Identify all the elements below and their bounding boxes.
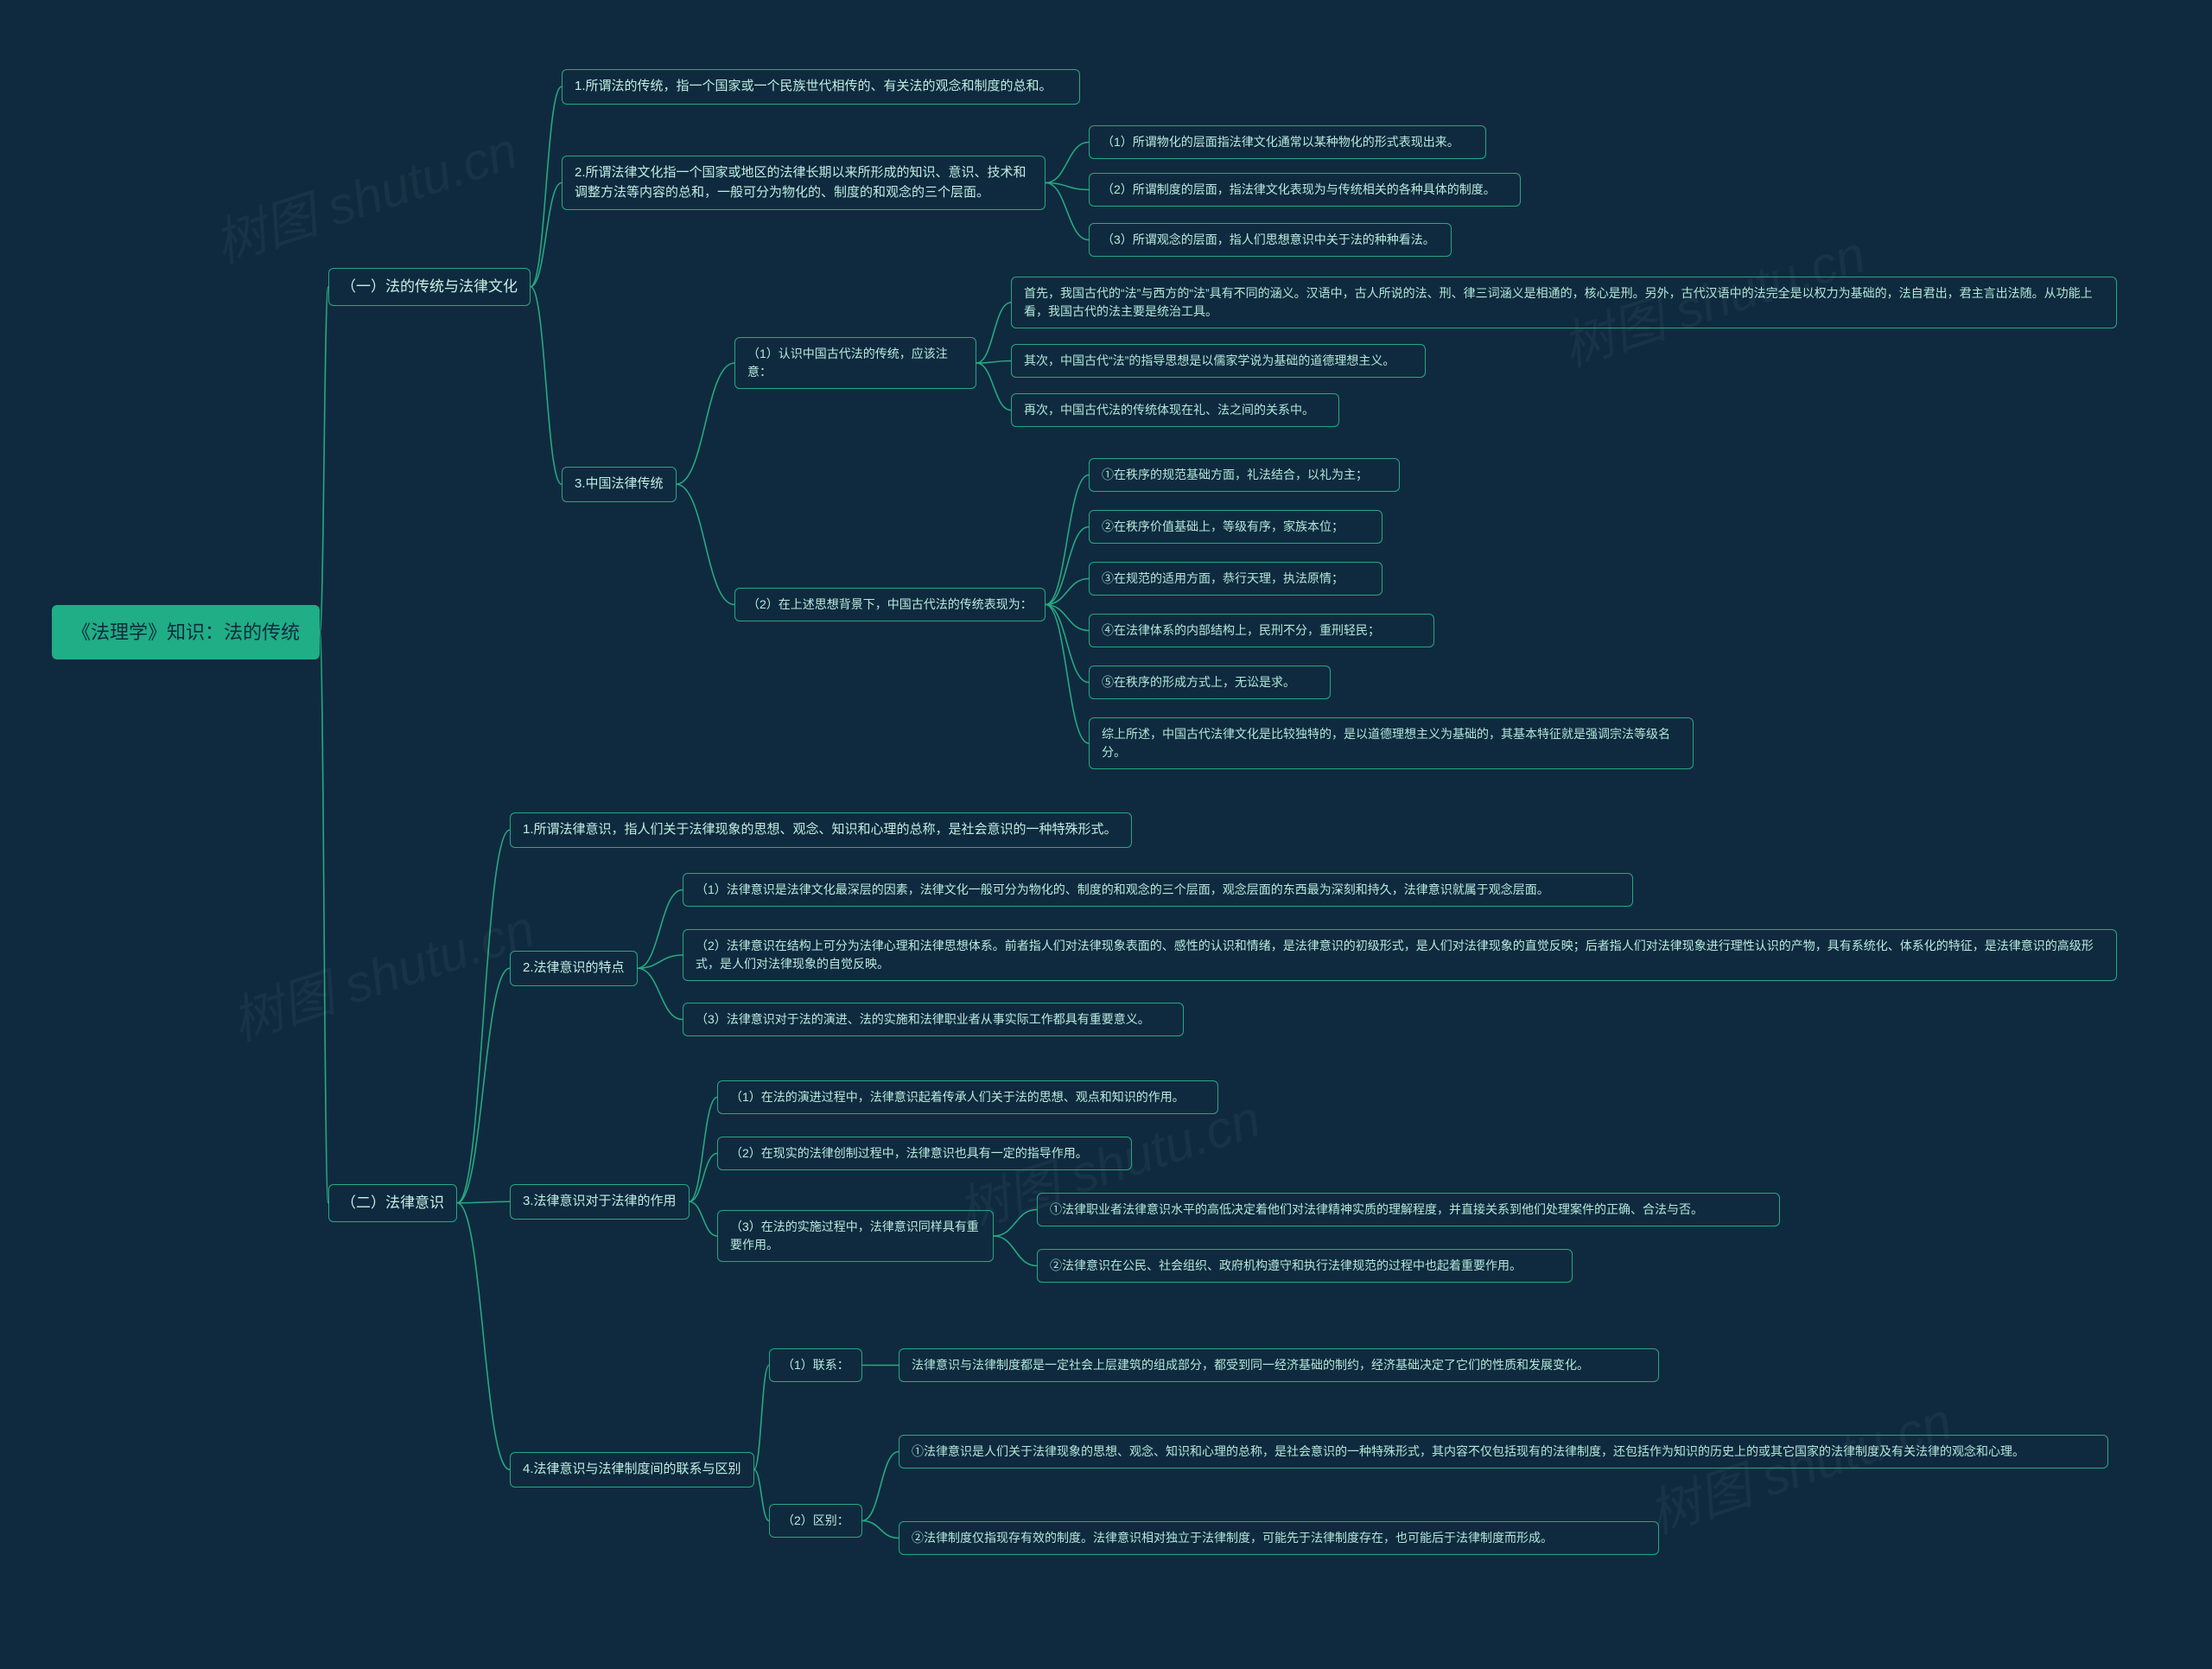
a3-p2-t3: ③在规范的适用方面，恭行天理，执法原情；: [1089, 562, 1382, 596]
a3-p2-t4: ④在法律体系的内部结构上，民刑不分，重刑轻民；: [1089, 614, 1434, 647]
a-item-1: 1.所谓法的传统，指一个国家或一个民族世代相传的、有关法的观念和制度的总和。: [562, 69, 1080, 105]
a-item-3: 3.中国法律传统: [562, 467, 677, 502]
a2-c3: （3）所谓观念的层面，指人们思想意识中关于法的种种看法。: [1089, 223, 1452, 257]
b2-c3: （3）法律意识对于法的演进、法的实施和法律职业者从事实际工作都具有重要意义。: [683, 1003, 1184, 1036]
a3-p2: （2）在上述思想背景下，中国古代法的传统表现为：: [734, 588, 1046, 621]
a3-p2-t1: ①在秩序的规范基础方面，礼法结合，以礼为主；: [1089, 458, 1400, 492]
a3-p2-t2: ②在秩序价值基础上，等级有序，家族本位；: [1089, 510, 1382, 544]
a3-p2-t5: ⑤在秩序的形成方式上，无讼是求。: [1089, 666, 1331, 699]
b4-c2: （2）区别：: [769, 1504, 862, 1538]
b2-c1: （1）法律意识是法律文化最深层的因素，法律文化一般可分为物化的、制度的和观念的三…: [683, 873, 1633, 907]
b4-c1: （1）联系：: [769, 1348, 862, 1382]
b4-c2-t1: ①法律意识是人们关于法律现象的思想、观念、知识和心理的总称，是社会意识的一种特殊…: [899, 1435, 2108, 1468]
a3-p1-t1: 首先，我国古代的“法”与西方的“法”具有不同的涵义。汉语中，古人所说的法、刑、律…: [1011, 277, 2117, 328]
b3-c3: （3）在法的实施过程中，法律意识同样具有重要作用。: [717, 1210, 994, 1262]
watermark: 树图 shutu.cn: [220, 887, 543, 1055]
a3-p2-t6: 综上所述，中国古代法律文化是比较独特的，是以道德理想主义为基础的，其基本特征就是…: [1089, 717, 1694, 769]
a-item-2: 2.所谓法律文化指一个国家或地区的法律长期以来所形成的知识、意识、技术和调整方法…: [562, 156, 1046, 210]
section-a: （一）法的传统与法律文化: [328, 268, 531, 306]
b4-c1-t1: 法律意识与法律制度都是一定社会上层建筑的组成部分，都受到同一经济基础的制约，经济…: [899, 1348, 1659, 1382]
b3-c3-t2: ②法律意识在公民、社会组织、政府机构遵守和执行法律规范的过程中也起着重要作用。: [1037, 1249, 1573, 1283]
root-node: 《法理学》知识：法的传统: [52, 605, 320, 659]
a3-p1: （1）认识中国古代法的传统，应该注意：: [734, 337, 976, 389]
b-item-2: 2.法律意识的特点: [510, 951, 638, 986]
a2-c1: （1）所谓物化的层面指法律文化通常以某种物化的形式表现出来。: [1089, 125, 1486, 159]
a3-p1-t2: 其次，中国古代“法”的指导思想是以儒家学说为基础的道德理想主义。: [1011, 344, 1426, 378]
b4-c2-t2: ②法律制度仅指现存有效的制度。法律意识相对独立于法律制度，可能先于法律制度存在，…: [899, 1521, 1659, 1555]
b2-c2: （2）法律意识在结构上可分为法律心理和法律思想体系。前者指人们对法律现象表面的、…: [683, 929, 2117, 981]
watermark: 树图 shutu.cn: [203, 109, 525, 277]
b3-c3-t1: ①法律职业者法律意识水平的高低决定着他们对法律精神实质的理解程度，并直接关系到他…: [1037, 1193, 1780, 1226]
b3-c1: （1）在法的演进过程中，法律意识起着传承人们关于法的思想、观点和知识的作用。: [717, 1080, 1218, 1114]
b-item-1: 1.所谓法律意识，指人们关于法律现象的思想、观念、知识和心理的总称，是社会意识的…: [510, 812, 1132, 848]
b-item-4: 4.法律意识与法律制度间的联系与区别: [510, 1452, 754, 1487]
b3-c2: （2）在现实的法律创制过程中，法律意识也具有一定的指导作用。: [717, 1137, 1132, 1170]
a2-c2: （2）所谓制度的层面，指法律文化表现为与传统相关的各种具体的制度。: [1089, 173, 1521, 207]
a3-p1-t3: 再次，中国古代法的传统体现在礼、法之间的关系中。: [1011, 393, 1339, 427]
section-b: （二）法律意识: [328, 1184, 457, 1222]
b-item-3: 3.法律意识对于法律的作用: [510, 1184, 690, 1220]
